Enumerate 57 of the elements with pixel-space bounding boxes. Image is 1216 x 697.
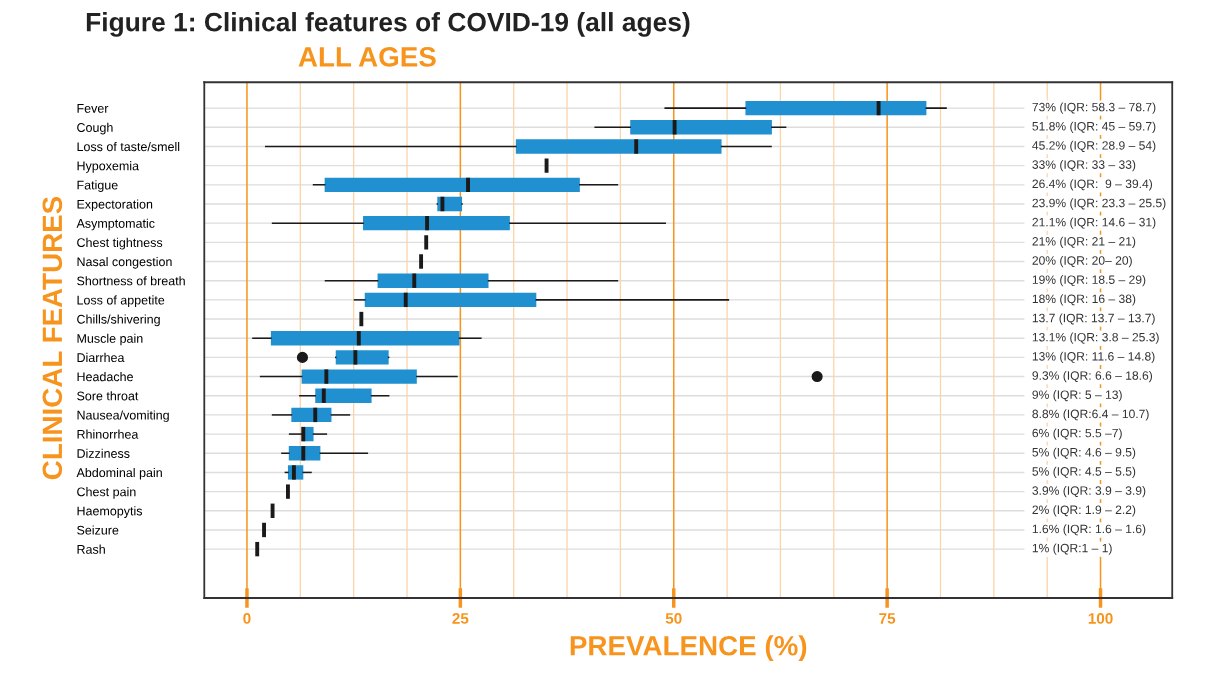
annotation: 19% (IQR: 18.5 – 29) [1032,275,1146,287]
y-tick-label: Expectoration [77,199,153,212]
annotation: 1% (IQR:1 – 1) [1032,543,1112,555]
annotation: 21.1% (IQR: 14.6 – 31) [1032,217,1156,229]
annotation: 5% (IQR: 4.5 – 5.5) [1032,466,1136,479]
x-tick-label: 50 [665,613,682,624]
y-tick-label: Sore throat [77,391,139,401]
annotation: 26.4% (IQR: 9 – 39.4) [1032,179,1153,191]
y-tick-label: Rhinorrhea [77,429,139,439]
annotation: 5% (IQR: 4.6 – 9.5) [1032,447,1136,459]
annotation: 2% (IQR: 1.9 – 2.2) [1032,505,1136,517]
annotation: 45.2% (IQR: 28.9 – 54) [1032,140,1156,153]
y-tick-label: Loss of taste/smell [77,141,180,152]
annotation: 3.9% (IQR: 3.9 – 3.9) [1032,485,1146,498]
y-tick-label: Rash [77,544,105,554]
y-tick-label: Muscle pain [77,333,143,346]
y-tick-label: Chest pain [77,487,136,499]
y-tick-label: Chest tightness [77,237,163,250]
y-tick-label: Chills/shivering [77,314,160,327]
annotation: 1.6% (IQR: 1.6 – 1.6) [1032,524,1146,536]
y-tick-label: Nausea/vomiting [77,410,169,423]
annotation: 33% (IQR: 33 – 33) [1032,160,1136,172]
y-tick-label: Fever [77,104,109,113]
annotation: 13.1% (IQR: 3.8 – 25.3) [1032,332,1159,344]
y-tick-label: Shortness of breath [77,276,185,286]
annotation: 20% (IQR: 20– 20) [1032,255,1132,268]
y-tick-label: Asymptomatic [76,218,155,231]
chart-subtitle: ALL AGES [298,47,436,67]
y-tick-label: Abdominal pain [76,467,162,480]
y-tick-label: Seizure [77,525,119,535]
annotation: 21% (IQR: 21 – 21) [1032,236,1136,248]
y-tick-label: Haemopytis [77,506,143,518]
y-tick-label: Hypoxemia [77,161,140,173]
annotation: 23.9% (IQR: 23.3 – 25.5) [1032,198,1166,210]
y-tick-label: Cough [77,122,113,135]
annotation: 13.7 (IQR: 13.7 – 13.7) [1032,313,1155,325]
annotation: 9% (IQR: 5 – 13) [1032,390,1122,402]
annotation: 8.8% (IQR:6.4 – 10.7) [1032,409,1149,421]
y-tick-label: Fatigue [77,180,118,192]
y-tick-label: Dizziness [77,448,130,458]
annotation: 9.3% (IQR: 6.6 – 18.6) [1032,370,1153,383]
x-axis-title: PREVALENCE (%) [570,635,807,662]
annotation: 13% (IQR: 11.6 – 14.8) [1032,351,1155,364]
annotation: 73% (IQR: 58.3 – 78.7) [1032,102,1156,114]
x-tick-label: 0 [243,613,251,624]
annotation: 18% (IQR: 16 – 38) [1032,294,1136,306]
chart-title: Figure 1: Clinical features of COVID-19 (all ages) [86,12,690,37]
x-tick-label: 25 [452,613,469,624]
y-tick-label: Nasal congestion [77,256,172,269]
y-tick-label: Loss of appetite [77,295,165,307]
y-tick-label: Headache [77,372,133,382]
y-axis-title: CLINICAL FEATURES [42,196,63,480]
y-tick-label: Diarrhea [77,352,125,363]
annotation: 51.8% (IQR: 45 – 59.7) [1032,121,1156,133]
annotation: 6% (IQR: 5.5 –7) [1032,428,1122,440]
x-tick-label: 100 [1088,613,1113,624]
x-tick-label: 75 [879,613,896,624]
